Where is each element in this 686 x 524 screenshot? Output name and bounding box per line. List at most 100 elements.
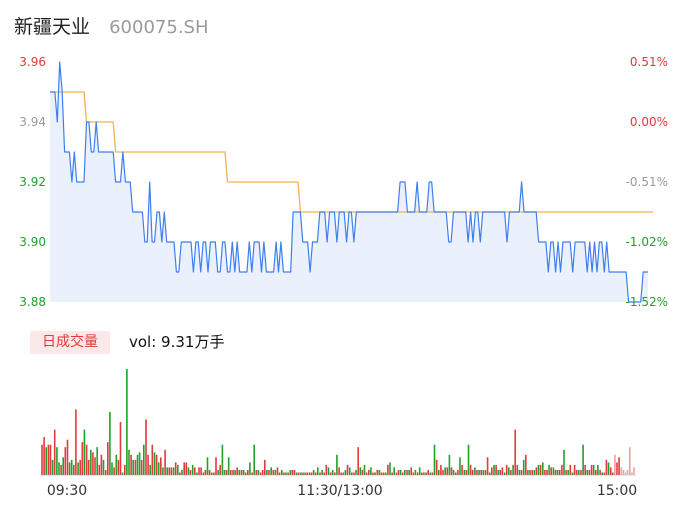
volume-bar: [440, 464, 442, 475]
volume-bar: [457, 470, 459, 475]
volume-bar: [548, 464, 550, 475]
volume-bar: [304, 472, 306, 475]
volume-bar: [132, 459, 134, 475]
volume-bar: [629, 447, 631, 475]
price-tick-label: 3.96: [19, 55, 46, 69]
volume-bar: [438, 470, 440, 475]
volume-bar: [336, 454, 338, 475]
volume-bar: [149, 464, 151, 475]
volume-bar: [525, 454, 527, 475]
volume-tab[interactable]: 日成交量: [30, 331, 110, 354]
volume-bar: [126, 369, 128, 475]
volume-bar: [249, 462, 251, 475]
volume-bar: [85, 444, 88, 475]
volume-bar: [58, 462, 60, 475]
volume-bar: [272, 470, 275, 475]
volume-bar: [567, 470, 569, 475]
volume-bar: [429, 472, 432, 475]
volume-bar: [208, 470, 211, 475]
volume-bar: [505, 464, 508, 475]
volume-bar: [561, 464, 563, 475]
percent-tick-label: -1.02%: [626, 235, 668, 249]
volume-bar: [465, 470, 468, 475]
volume-bar: [626, 470, 629, 475]
volume-bar: [448, 454, 451, 475]
volume-bar: [104, 470, 107, 475]
average-price-line: [50, 91, 653, 213]
volume-bar: [508, 467, 510, 475]
volume-bar: [90, 449, 92, 475]
volume-bar: [143, 444, 145, 475]
volume-bar: [170, 467, 173, 475]
time-tick-label: 11:30/13:00: [297, 483, 382, 499]
volume-bar: [442, 470, 444, 475]
volume-bar: [109, 411, 111, 475]
volume-bar: [204, 470, 207, 475]
volume-bar: [342, 472, 345, 475]
volume-bar: [501, 467, 504, 475]
volume-bar: [128, 449, 130, 475]
volume-bar: [147, 454, 149, 475]
volume-bar: [395, 472, 398, 475]
volume-bar: [569, 464, 572, 475]
volume-bar: [51, 459, 54, 475]
volume-bar: [257, 470, 260, 475]
volume-bar: [187, 467, 190, 475]
volume-bar: [302, 472, 304, 475]
volume-bar: [334, 472, 336, 475]
volume-bar: [329, 472, 332, 475]
volume-bar: [232, 470, 234, 475]
volume-bar: [620, 467, 623, 475]
volume-bar: [401, 472, 404, 475]
volume-bar: [119, 422, 122, 475]
volume-bar: [421, 472, 423, 475]
volume-bar: [387, 464, 389, 475]
volume-bar: [614, 454, 616, 475]
volume-bar: [633, 467, 635, 475]
volume-bar: [351, 472, 353, 475]
volume-bar: [276, 467, 279, 475]
volume-bar: [380, 472, 383, 475]
volume-bar: [514, 429, 516, 475]
volume-bar: [382, 472, 385, 475]
volume-bar: [565, 470, 567, 475]
volume-bar: [270, 467, 272, 475]
volume-bar: [53, 429, 56, 475]
volume-bar: [533, 470, 536, 475]
price-line: [50, 61, 648, 303]
volume-bar: [444, 467, 446, 475]
time-tick-label: 09:30: [47, 483, 87, 499]
volume-bar: [94, 457, 96, 475]
volume-bar: [389, 462, 391, 475]
volume-bar: [452, 470, 455, 475]
price-axis: 3.96 3.94 3.92 3.90 3.88: [19, 55, 46, 309]
volume-bar: [115, 454, 118, 475]
volume-bar: [601, 472, 603, 475]
volume-bar: [68, 462, 71, 475]
volume-bar: [217, 470, 219, 475]
volume-bar: [251, 472, 253, 475]
volume-bar: [433, 444, 436, 475]
volume-bar: [588, 470, 591, 475]
volume-bar: [70, 459, 73, 475]
volume-bar: [278, 472, 281, 475]
volume-bar: [399, 470, 402, 475]
volume-bar: [535, 467, 538, 475]
volume-bar: [162, 467, 164, 475]
volume-bar: [575, 470, 578, 475]
volume-bar: [247, 470, 249, 475]
volume-bar: [60, 464, 62, 475]
volume-bar: [138, 452, 141, 475]
volume-bar: [160, 457, 162, 475]
volume-bar: [363, 464, 366, 475]
volume-bar: [281, 470, 283, 475]
volume-bar: [486, 457, 489, 475]
volume-bar: [113, 467, 115, 475]
volume-bar: [512, 464, 514, 475]
volume-bar: [219, 464, 221, 475]
volume-bar: [412, 472, 415, 475]
volume-bar: [435, 459, 438, 475]
volume-bar: [98, 464, 101, 475]
volume-bar: [531, 470, 533, 475]
